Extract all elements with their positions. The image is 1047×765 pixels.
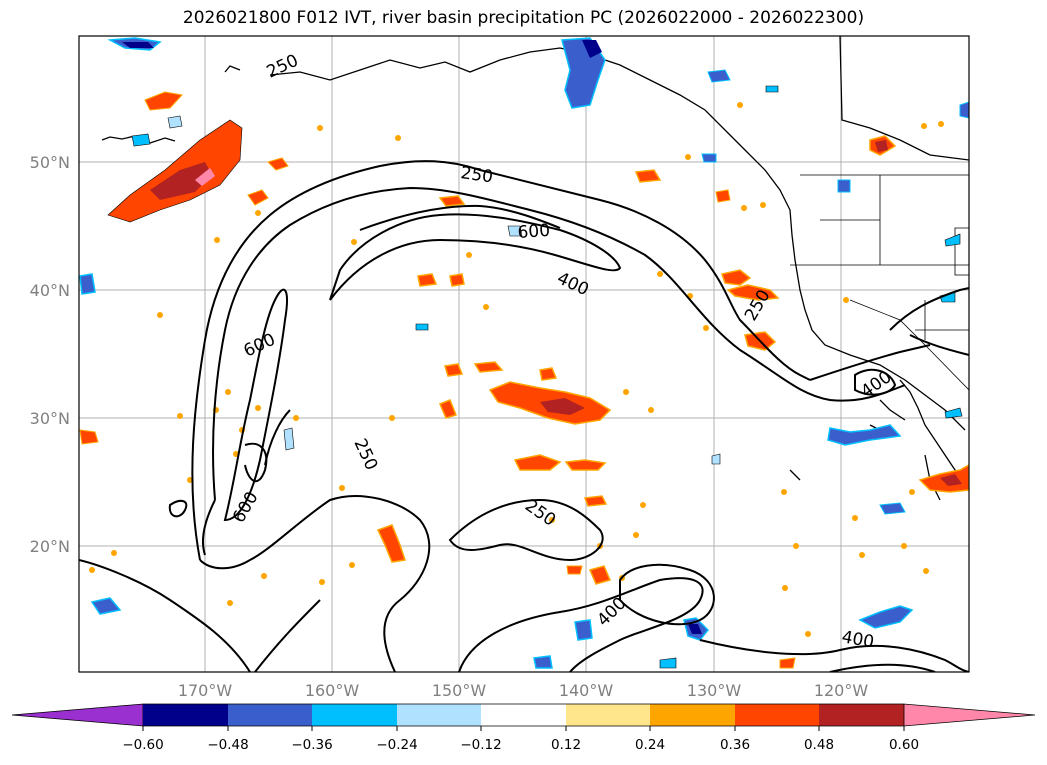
colorbar: −0.60 −0.48 −0.36 −0.24 −0.12 0.12 0.24 …: [11, 703, 1036, 753]
lat-label: 20°N: [30, 537, 70, 556]
colorbar-tick-label: −0.60: [122, 737, 163, 753]
colorbar-tick-label: −0.24: [376, 737, 417, 753]
lat-label: 40°N: [30, 281, 70, 300]
ivt-contours: [79, 160, 969, 672]
lon-label: 150°W: [432, 681, 487, 700]
latitude-labels: 50°N 40°N 30°N 20°N: [30, 153, 70, 556]
map-title: 2026021800 F012 IVT, river basin precipi…: [182, 8, 865, 28]
colorbar-tick-label: 0.24: [635, 737, 665, 753]
gridlines: [79, 36, 969, 672]
colorbar-segment: [566, 704, 650, 726]
colorbar-extend-low: [11, 703, 144, 727]
colorbar-tick-label: 0.36: [720, 737, 750, 753]
political-borders: [790, 174, 969, 391]
colorbar-tick-label: −0.48: [207, 737, 248, 753]
colorbar-segment: [481, 704, 566, 726]
colorbar-segment: [397, 704, 481, 726]
lat-label: 50°N: [30, 153, 70, 172]
colorbar-segment: [312, 704, 397, 726]
lon-label: 130°W: [687, 681, 742, 700]
lon-label: 160°W: [305, 681, 360, 700]
colorbar-tick-label: −0.36: [291, 737, 332, 753]
precip-patches: [79, 37, 969, 669]
colorbar-segment: [143, 704, 228, 726]
coastline: [101, 36, 969, 501]
colorbar-segment: [228, 704, 312, 726]
colorbar-tick-label: 0.60: [889, 737, 919, 753]
lat-label: 30°N: [30, 409, 70, 428]
contour-label: 600: [517, 221, 551, 243]
colorbar-ticks: [142, 726, 905, 731]
map-frame: [78, 35, 970, 673]
colorbar-segment: [819, 704, 904, 726]
contour-label: 250: [459, 163, 494, 187]
longitude-labels: 170°W 160°W 150°W 140°W 130°W 120°W: [178, 681, 869, 700]
colorbar-segment: [735, 704, 819, 726]
colorbar-tick-label: −0.12: [460, 737, 501, 753]
lon-label: 120°W: [814, 681, 869, 700]
colorbar-extend-high: [903, 703, 1036, 727]
scattered-points: [89, 102, 944, 637]
colorbar-tick-label: 0.48: [804, 737, 834, 753]
lon-label: 170°W: [178, 681, 233, 700]
colorbar-tick-label: 0.12: [551, 737, 581, 753]
lon-label: 140°W: [559, 681, 614, 700]
colorbar-segment: [650, 704, 735, 726]
